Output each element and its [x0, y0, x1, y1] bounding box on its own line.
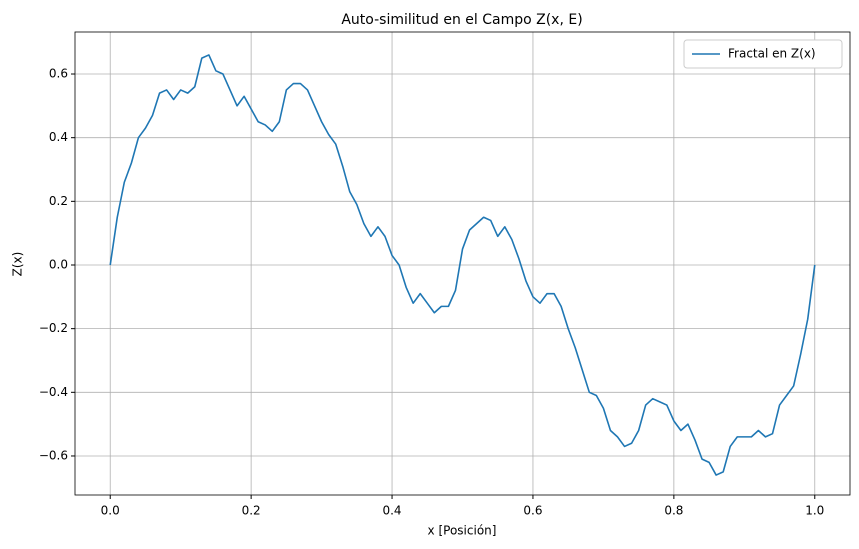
legend-label: Fractal en Z(x) — [728, 47, 816, 61]
data-line — [109, 54, 816, 476]
x-tick-label: 0.0 — [101, 504, 120, 518]
x-tick-label: 0.4 — [382, 504, 401, 518]
x-tick-label: 0.6 — [523, 504, 542, 518]
y-axis-label: Z(x) — [11, 252, 25, 277]
chart-title: Auto-similitud en el Campo Z(x, E) — [341, 12, 582, 28]
y-tick-label: 0.4 — [49, 130, 68, 144]
y-tick-label: −0.2 — [39, 321, 68, 335]
legend-box — [683, 39, 843, 69]
y-tick-label: 0.6 — [49, 67, 68, 81]
x-tick-label: 0.2 — [242, 504, 261, 518]
y-tick-label: 0.0 — [49, 257, 68, 271]
x-tick-label: 0.8 — [664, 504, 683, 518]
x-tick-label: 1.0 — [805, 504, 824, 518]
y-tick-label: 0.2 — [49, 194, 68, 208]
x-axis-label: x [Posición] — [428, 524, 497, 538]
y-tick-label: −0.4 — [39, 385, 68, 399]
y-tick-label: −0.6 — [39, 448, 68, 462]
plot-frame — [74, 31, 851, 496]
